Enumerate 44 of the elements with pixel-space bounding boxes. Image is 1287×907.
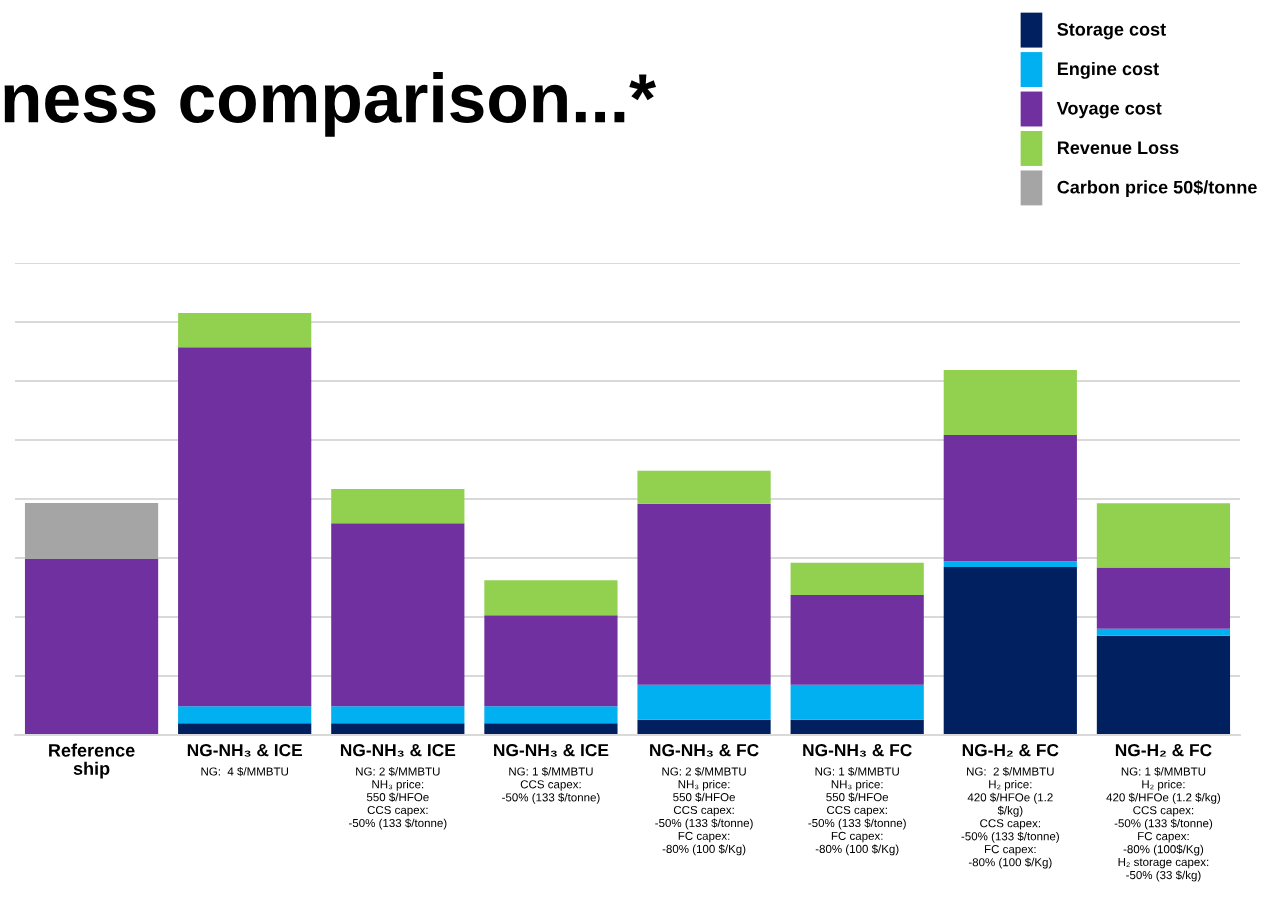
bar [331, 488, 465, 524]
bar [178, 706, 312, 724]
bar [484, 723, 618, 735]
bar [943, 567, 1077, 735]
bar [943, 561, 1077, 568]
bar [637, 470, 771, 504]
bar [178, 347, 312, 707]
x-tick-label: NG-NH₃ & ICE NG: 1 $/MMBTU CCS capex: -50% (133 $/tonne) [494, 743, 609, 804]
bar [1096, 503, 1231, 568]
bar [484, 706, 618, 724]
x-tick-label: Reference ship [49, 743, 135, 779]
x-tick-label: NG-NH₃ & ICE NG: 4 $/MMBTU [187, 743, 303, 777]
bar [24, 502, 159, 560]
bar [24, 559, 159, 735]
x-tick-label: NG-NH₃ & FC NG: 2 $/MMBTU NH₃ price: 550 $/HFOe CCS capex: -50% (133 $/tonne) FC capex: -80% (100 $/Kg) [650, 743, 759, 856]
bar [943, 369, 1077, 435]
bar [178, 313, 312, 348]
bar [637, 503, 771, 685]
bar [1096, 628, 1231, 636]
bar [1096, 635, 1231, 735]
x-tick-label: NG-NH₃ & FC NG: 1 $/MMBTU NH₃ price: 550 $/HFOe CCS capex: -50% (133 $/tonne) FC capex: -80% (100 $/Kg) [803, 743, 912, 856]
category-label: NG-H₂ & FC NG: 2 $/MMBTU H₂ price: 420 $/HFOe (1.2 $/kg) CCS capex: -50% (133 $/tonne) FC capex: -80% (100 $/Kg) [961, 743, 1059, 869]
bar [1096, 567, 1231, 629]
bar [943, 434, 1077, 562]
legend-label: Revenue Loss [1057, 141, 1179, 155]
category-label: NG-H₂ & FC NG: 1 $/MMBTU H₂ price: 420 $/HFOe (1.2 $/kg) CCS capex: -50% (133 $/tonne) FC capex: -80% (100$/Kg) H₂ storage capex: -50% (33 $/kg) [1106, 743, 1221, 882]
legend-label: Carbon price 50$/tonne [1057, 179, 1257, 198]
bar [790, 594, 924, 685]
bar [637, 684, 771, 720]
bar [178, 723, 312, 735]
bar [331, 723, 465, 735]
bar [484, 615, 618, 707]
bar [484, 580, 618, 616]
bar [331, 523, 465, 707]
x-tick-label: NG-NH₃ & ICE NG: 2 $/MMBTU NH₃ price: 550 $/HFOe CCS capex: -50% (133 $/tonne) [340, 743, 456, 830]
bar [790, 562, 924, 595]
chart-title: ness comparison...* [4, 71, 657, 137]
bar [790, 719, 924, 735]
legend-label: Voyage cost [1056, 102, 1162, 119]
legend-label: Storage cost [1057, 22, 1166, 40]
bar [637, 719, 771, 735]
legend-label: Engine cost [1057, 61, 1159, 79]
bar [790, 684, 924, 720]
bar [331, 706, 465, 724]
